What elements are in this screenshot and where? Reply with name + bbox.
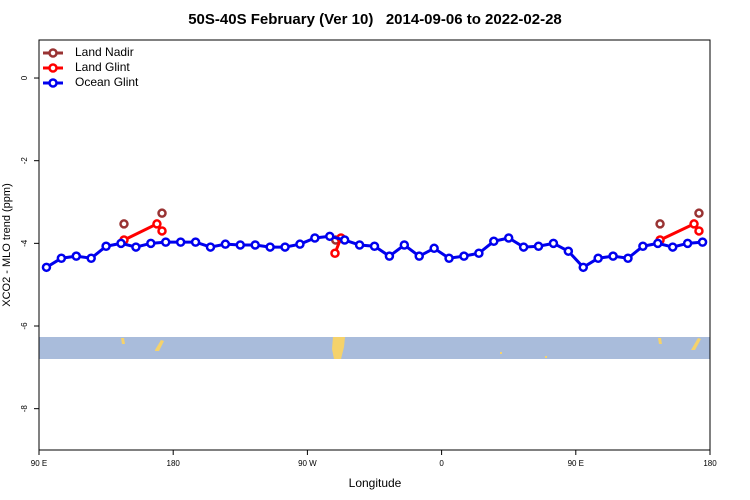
y-axis-label: XCO2 - MLO trend (ppm) [1, 183, 13, 306]
x-tick-label: 180 [167, 459, 181, 468]
point [655, 219, 665, 229]
point [280, 242, 290, 252]
point [653, 238, 663, 249]
point [682, 238, 693, 249]
point [265, 242, 275, 252]
y-tick-label: -8 [20, 405, 29, 413]
point [429, 243, 439, 254]
point [160, 237, 171, 247]
point [157, 226, 167, 236]
point [694, 208, 704, 218]
legend-label: Land Nadir [75, 45, 134, 59]
plot-frame [38, 39, 711, 451]
point [369, 241, 380, 251]
point [325, 231, 335, 242]
point [548, 238, 559, 249]
point [56, 253, 67, 263]
point [190, 237, 201, 247]
point [638, 241, 648, 251]
point [384, 251, 395, 261]
point [175, 237, 186, 247]
point [518, 242, 529, 252]
y-tick-label: -4 [20, 239, 29, 247]
point [146, 238, 156, 249]
x-tick-label: 90 W [298, 459, 317, 468]
point [459, 251, 469, 261]
point [116, 238, 126, 249]
x-tick-label: 0 [439, 459, 444, 468]
point [205, 242, 216, 252]
x-tick-label: 180 [703, 459, 717, 468]
point [354, 240, 365, 250]
point [689, 219, 699, 229]
point [667, 242, 678, 252]
point [131, 242, 141, 252]
point [399, 240, 410, 250]
point [578, 262, 589, 273]
legend-swatch-point [48, 63, 58, 73]
point [608, 251, 618, 261]
point [220, 239, 231, 249]
point [623, 253, 633, 263]
point [489, 236, 499, 247]
point [101, 241, 111, 251]
y-tick-label: -2 [20, 157, 29, 165]
map-strip [39, 337, 710, 359]
point [503, 233, 514, 243]
point [444, 253, 454, 263]
point [563, 246, 574, 256]
point [152, 219, 162, 229]
point [41, 262, 52, 273]
legend-label: Land Glint [75, 60, 130, 74]
point [295, 239, 305, 249]
legend-label: Ocean Glint [75, 75, 139, 89]
y-tick-label: 0 [20, 75, 29, 80]
point [119, 219, 129, 229]
legend-swatch-point [48, 48, 58, 58]
x-tick-label: 90 E [31, 459, 47, 468]
point [533, 241, 544, 251]
point [235, 240, 246, 250]
legend-swatch-point [48, 78, 58, 88]
point [310, 233, 320, 243]
point [86, 253, 96, 263]
point [697, 237, 708, 247]
ocean-band [39, 337, 710, 359]
point [339, 235, 350, 245]
y-tick-label: -6 [20, 322, 29, 330]
x-axis-label: Longitude [349, 476, 402, 490]
point [71, 251, 82, 261]
chart-title: 50S-40S February (Ver 10) 2014-09-06 to … [188, 11, 562, 28]
point [593, 253, 603, 263]
x-tick-label: 90 E [568, 459, 584, 468]
series-line [45, 234, 703, 270]
point [250, 240, 260, 250]
point [414, 251, 424, 261]
point [474, 248, 484, 259]
point [330, 248, 340, 259]
point [157, 208, 167, 218]
point [694, 226, 704, 236]
